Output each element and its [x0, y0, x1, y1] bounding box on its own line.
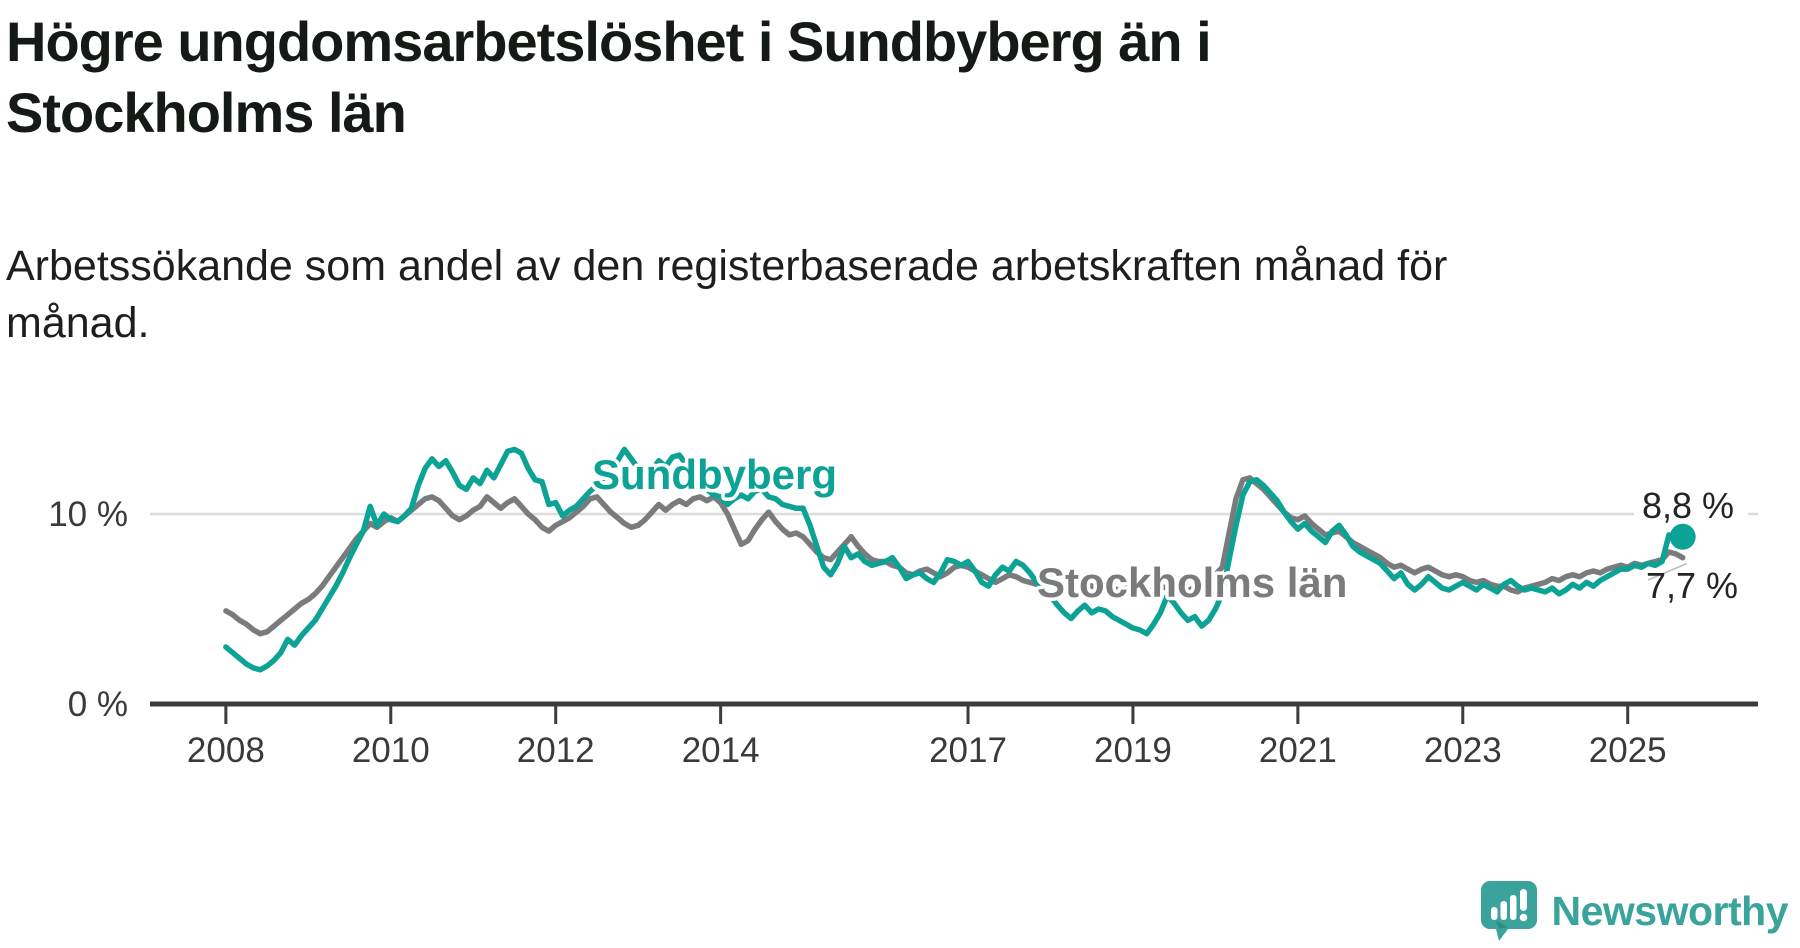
y-axis-tick-label: 10 %: [48, 495, 128, 534]
series-label-sundbyberg: Sundbyberg: [592, 451, 837, 498]
x-axis-tick-label: 2010: [352, 731, 430, 770]
newsworthy-logo-text: Newsworthy: [1551, 887, 1789, 934]
chart-title-line1: Högre ungdomsarbetslöshet i Sundbyberg ä…: [6, 10, 1212, 73]
end-label-leader-line: [1647, 563, 1687, 581]
newsworthy-logo-icon: [1480, 881, 1537, 941]
chart-subtitle-line1: Arbetssökande som andel av den registerb…: [6, 242, 1448, 290]
chart-title-line2: Stockholms län: [6, 81, 407, 144]
end-value-label-sundbyberg: 8,8 %: [1642, 485, 1734, 526]
sundbyberg-end-dot: [1669, 523, 1696, 550]
newsworthy-logo: Newsworthy: [1480, 880, 1789, 942]
series-line-sundbyberg: [223, 446, 1686, 673]
x-axis-tick-label: 2012: [517, 731, 595, 770]
x-axis-tick-label: 2008: [187, 731, 265, 770]
chart-subtitle-line2: månad.: [6, 299, 150, 347]
x-axis-tick-label: 2023: [1424, 731, 1502, 770]
chart-title: Högre ungdomsarbetslöshet i Sundbyberg ä…: [6, 6, 1406, 148]
x-axis-tick-label: 2014: [682, 731, 760, 770]
x-axis-tick-label: 2019: [1094, 731, 1172, 770]
end-value-label-stockholms-lan: 7,7 %: [1646, 565, 1738, 606]
series-label-stockholms-lan: Stockholms län: [1037, 559, 1347, 606]
end-label-backplate: [1634, 488, 1748, 524]
x-axis-tick-label: 2025: [1589, 731, 1667, 770]
x-axis-tick-label: 2021: [1259, 731, 1337, 770]
x-axis-tick-label: 2017: [929, 731, 1007, 770]
y-axis-tick-label: 0 %: [68, 685, 128, 724]
series-line-stockholms-lan: [223, 475, 1686, 637]
chart-subtitle: Arbetssökande som andel av den registerb…: [6, 238, 1506, 352]
